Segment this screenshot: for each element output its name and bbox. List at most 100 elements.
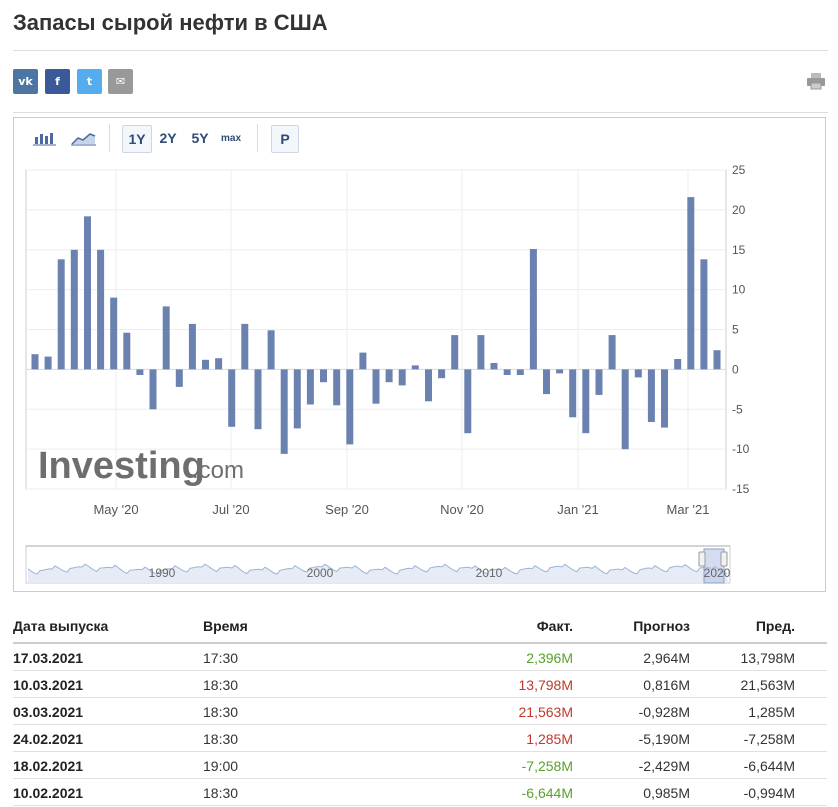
navigator-label: 1990 <box>149 566 176 580</box>
row-forecast: -0,928M <box>638 704 690 720</box>
bar <box>634 369 642 378</box>
bar <box>280 369 288 454</box>
table-row: 03.03.2021 18:30 21,563M -0,928M 1,285M <box>13 698 827 725</box>
table-row: 18.02.2021 19:00 -7,258M -2,429M -6,644M <box>13 752 827 779</box>
vk-share-button[interactable]: vk <box>13 69 38 94</box>
navigator-series <box>27 563 728 575</box>
bar <box>188 323 196 370</box>
row-time: 18:30 <box>203 785 239 801</box>
row-previous: -0,994M <box>743 785 795 801</box>
navigator-label: 2010 <box>476 566 503 580</box>
range-1y-button[interactable]: 1Y <box>122 125 152 153</box>
bar <box>464 369 472 434</box>
range-5y-button[interactable]: 5Y <box>191 130 209 146</box>
email-icon: ✉ <box>115 75 126 88</box>
bar <box>411 365 419 370</box>
navigator-left-handle[interactable] <box>698 551 706 567</box>
bar <box>136 369 144 375</box>
bar <box>543 369 550 395</box>
row-time: 18:30 <box>203 677 239 693</box>
row-forecast: -5,190M <box>638 731 690 747</box>
bar <box>228 369 236 427</box>
range-max-button[interactable]: max <box>220 132 241 144</box>
x-tick-label: May '20 <box>93 502 138 517</box>
facebook-share-button[interactable]: f <box>45 69 70 94</box>
bar <box>674 359 682 370</box>
toolbar-separator <box>109 124 110 152</box>
bar <box>44 356 52 370</box>
bar <box>582 369 590 434</box>
bar <box>372 369 380 404</box>
bar <box>608 335 616 370</box>
bar <box>687 197 695 370</box>
bar <box>320 369 327 383</box>
bar <box>595 369 603 395</box>
bar <box>621 369 629 450</box>
twitter-share-button[interactable]: t <box>77 69 102 94</box>
p-button[interactable]: P <box>271 125 299 153</box>
print-icon[interactable] <box>806 71 826 91</box>
bar <box>556 369 564 374</box>
row-time: 18:30 <box>203 731 239 747</box>
x-tick-label: Jan '21 <box>557 502 599 517</box>
email-share-button[interactable]: ✉ <box>108 69 133 94</box>
bar-chart-icon[interactable] <box>30 126 62 150</box>
row-date: 10.03.2021 <box>13 677 84 693</box>
bar <box>215 358 223 370</box>
bar <box>385 369 393 383</box>
row-date: 24.02.2021 <box>13 731 84 747</box>
header-previous[interactable]: Пред. <box>755 618 795 634</box>
y-tick-label: 20 <box>732 203 746 217</box>
bar <box>359 352 367 370</box>
bar <box>254 369 262 430</box>
header-date[interactable]: Дата выпуска <box>13 618 109 634</box>
header-time[interactable]: Время <box>203 618 248 634</box>
row-previous: 21,563M <box>740 677 795 693</box>
x-tick-label: Sep '20 <box>325 502 369 517</box>
bar <box>438 369 446 379</box>
bar <box>241 323 249 370</box>
x-tick-label: Mar '21 <box>667 502 710 517</box>
toolbar-separator <box>257 124 258 152</box>
row-previous: -6,644M <box>743 758 795 774</box>
bar <box>661 369 668 428</box>
bar <box>162 306 170 370</box>
row-previous: -7,258M <box>743 731 795 747</box>
bar <box>97 249 105 370</box>
bar <box>84 216 91 370</box>
header-actual[interactable]: Факт. <box>536 618 573 634</box>
bar <box>149 369 157 410</box>
row-actual: 2,396M <box>526 650 573 666</box>
row-forecast: -2,429M <box>638 758 690 774</box>
table-row: 17.03.2021 17:30 2,396M 2,964M 13,798M <box>13 644 827 671</box>
row-date: 10.02.2021 <box>13 785 84 801</box>
y-tick-label: 25 <box>732 163 746 177</box>
row-date: 03.03.2021 <box>13 704 84 720</box>
bar <box>425 369 432 402</box>
bar <box>516 369 524 375</box>
bar <box>306 369 314 405</box>
table-header: Дата выпуска Время Факт. Прогноз Пред. <box>13 612 827 644</box>
header-forecast[interactable]: Прогноз <box>633 618 690 634</box>
investing-watermark: Investing <box>38 445 205 487</box>
bar <box>647 369 655 422</box>
divider <box>13 50 828 51</box>
bar <box>175 369 183 387</box>
bar <box>31 354 39 370</box>
bar <box>110 297 118 370</box>
range-2y-button[interactable]: 2Y <box>159 130 177 146</box>
y-tick-label: 10 <box>732 283 746 297</box>
row-actual: 21,563M <box>518 704 573 720</box>
bar <box>123 332 131 370</box>
row-date: 17.03.2021 <box>13 650 84 666</box>
area-chart-icon[interactable] <box>68 126 98 150</box>
investing-watermark-suffix: .com <box>192 457 244 484</box>
bar <box>477 335 485 370</box>
row-previous: 13,798M <box>740 650 795 666</box>
bar <box>202 359 209 370</box>
row-forecast: 0,985M <box>643 785 690 801</box>
x-tick-label: Jul '20 <box>212 502 249 517</box>
navigator-right-handle[interactable] <box>720 551 728 567</box>
row-actual: 13,798M <box>518 677 573 693</box>
row-date: 18.02.2021 <box>13 758 84 774</box>
